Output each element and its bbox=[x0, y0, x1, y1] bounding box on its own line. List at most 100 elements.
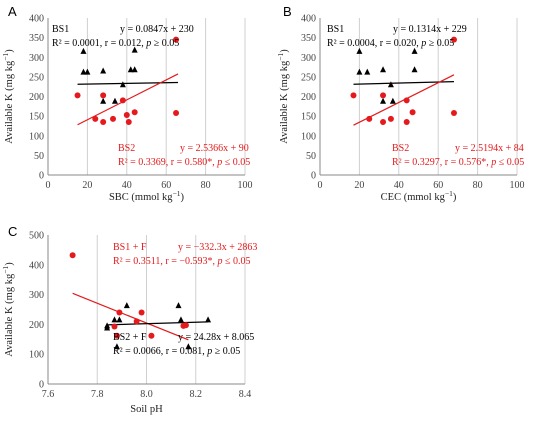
x-tick-label: 0 bbox=[46, 180, 51, 191]
data-point-bs1 bbox=[411, 66, 418, 73]
series-name-label: BS2 bbox=[392, 143, 409, 154]
data-point-bs2-f bbox=[185, 343, 192, 350]
data-point-bs2 bbox=[119, 97, 126, 104]
x-tick-label: 20 bbox=[354, 180, 364, 191]
data-point-bs2 bbox=[123, 111, 130, 118]
panel-label: C bbox=[8, 224, 17, 239]
data-point-bs1 bbox=[380, 97, 387, 104]
y-tick-label: 0 bbox=[39, 380, 44, 391]
x-tick-label: 60 bbox=[433, 180, 443, 191]
data-point-bs2 bbox=[403, 119, 410, 126]
data-point-bs1-f bbox=[111, 323, 118, 330]
regression-equation: y = 2.5366x + 90 bbox=[180, 143, 249, 154]
y-tick-label: 400 bbox=[29, 14, 44, 25]
data-point-bs2 bbox=[92, 115, 99, 122]
x-tick-label: 20 bbox=[82, 180, 92, 191]
x-tick-label: 7.8 bbox=[91, 389, 104, 400]
regression-stats: R² = 0.0066, r = 0.081, p ≥ 0.05 bbox=[113, 346, 240, 357]
annotation-top: BS1 + F y = −332.3x + 2863 R² = 0.3511, r … bbox=[113, 242, 257, 267]
y-axis-label: Available K (mg kg−1) bbox=[276, 49, 291, 144]
x-tick-label: 80 bbox=[201, 180, 211, 191]
x-tick-label: 0 bbox=[318, 180, 323, 191]
data-point-bs2 bbox=[100, 119, 107, 126]
x-tick-label: 8.0 bbox=[140, 389, 153, 400]
data-point-bs2 bbox=[173, 109, 180, 116]
y-tick-label: 350 bbox=[29, 33, 44, 44]
data-point-bs2-f bbox=[113, 343, 120, 350]
data-point-bs1-f bbox=[116, 309, 123, 316]
trendline-bs1 bbox=[77, 81, 179, 85]
y-tick-label: 200 bbox=[301, 92, 316, 103]
data-point-bs2 bbox=[110, 115, 117, 122]
data-point-bs2 bbox=[387, 115, 394, 122]
x-tick-label: 40 bbox=[394, 180, 404, 191]
data-point-bs1 bbox=[387, 81, 394, 88]
data-point-bs2 bbox=[380, 119, 387, 126]
y-tick-label: 250 bbox=[301, 72, 316, 83]
data-point-bs1-f bbox=[148, 332, 155, 339]
x-tick-label: 100 bbox=[510, 180, 525, 191]
data-point-bs1-f bbox=[133, 318, 140, 325]
x-tick-label: 8.4 bbox=[239, 389, 252, 400]
y-tick-label: 300 bbox=[29, 53, 44, 64]
series-name-label: BS1 bbox=[52, 24, 69, 35]
data-point-bs1 bbox=[111, 97, 118, 104]
y-tick-label: 400 bbox=[301, 14, 316, 25]
x-axis-label: CEC (mmol kg−1) bbox=[381, 189, 457, 204]
x-tick-label: 40 bbox=[122, 180, 132, 191]
data-point-bs2 bbox=[450, 109, 457, 116]
y-tick-label: 100 bbox=[301, 131, 316, 142]
data-point-bs2-f bbox=[111, 316, 118, 323]
annotation-bottom: BS2 y = 2.5366x + 90 R² = 0.3369, r = 0.58… bbox=[118, 143, 250, 168]
y-tick-label: 250 bbox=[29, 72, 44, 83]
data-point-bs2 bbox=[131, 109, 138, 116]
chart-panel-b: B 0 20 40 60 80 100 0 50 100 150 200 250 300 350 400 CEC… bbox=[276, 4, 525, 203]
regression-equation: y = 24.28x + 8.065 bbox=[178, 332, 254, 343]
y-tick-label: 500 bbox=[29, 231, 44, 242]
data-point-bs1 bbox=[411, 47, 418, 54]
x-tick-label: 80 bbox=[473, 180, 483, 191]
data-point-bs1 bbox=[356, 47, 363, 54]
chart-panel-a: A 0 20 40 60 80 100 0 50 100 150 200 250 300 350 400 SBC… bbox=[1, 4, 253, 203]
data-point-bs1 bbox=[131, 46, 138, 53]
data-point-bs1 bbox=[131, 66, 138, 73]
trendline-bs1-f bbox=[72, 292, 189, 341]
data-point-bs2 bbox=[125, 119, 132, 126]
chart-panel-c: C 7.6 7.8 8.0 8.2 8.4 0 100 200 300 400 500 Soil pH A… bbox=[1, 224, 258, 415]
data-point-bs2 bbox=[409, 109, 416, 116]
data-point-bs1-f bbox=[69, 252, 76, 259]
panel-label: B bbox=[283, 4, 292, 19]
data-point-bs2-f bbox=[123, 302, 130, 309]
data-point-bs1 bbox=[364, 68, 371, 75]
regression-stats: R² = 0.0001, r = 0.012, p ≥ 0.05 bbox=[52, 38, 179, 49]
regression-equation: y = 0.0847x + 230 bbox=[120, 24, 194, 35]
y-tick-label: 300 bbox=[29, 290, 44, 301]
y-tick-label: 0 bbox=[39, 171, 44, 182]
data-point-bs1 bbox=[380, 66, 387, 73]
data-point-bs2 bbox=[74, 92, 81, 99]
data-point-bs1-f bbox=[113, 332, 120, 339]
y-tick-label: 50 bbox=[306, 151, 316, 162]
data-point-bs2 bbox=[366, 115, 373, 122]
series-name-label: BS2 bbox=[118, 143, 135, 154]
series-name-label: BS1 + F bbox=[113, 242, 147, 253]
data-point-bs2 bbox=[380, 92, 387, 99]
trendline-bs2-f bbox=[107, 321, 209, 326]
x-tick-label: 8.2 bbox=[190, 389, 203, 400]
y-tick-label: 150 bbox=[301, 112, 316, 123]
annotation-top: BS1 y = 0.0847x + 230 R² = 0.0001, r = 0.0… bbox=[52, 24, 194, 49]
annotation-bottom: BS2 + F y = 24.28x + 8.065 R² = 0.0066, r … bbox=[113, 332, 254, 357]
y-tick-label: 50 bbox=[34, 151, 44, 162]
x-tick-label: 100 bbox=[238, 180, 253, 191]
y-tick-label: 350 bbox=[301, 33, 316, 44]
data-point-bs2-f bbox=[205, 316, 212, 323]
x-axis-label: Soil pH bbox=[130, 404, 163, 415]
data-point-bs2 bbox=[450, 36, 457, 43]
x-tick-label: 60 bbox=[161, 180, 171, 191]
series-name-label: BS2 + F bbox=[113, 332, 147, 343]
data-point-bs1 bbox=[127, 66, 134, 73]
panel-label: A bbox=[8, 4, 17, 19]
y-tick-label: 100 bbox=[29, 350, 44, 361]
x-tick-label: 7.6 bbox=[42, 389, 55, 400]
